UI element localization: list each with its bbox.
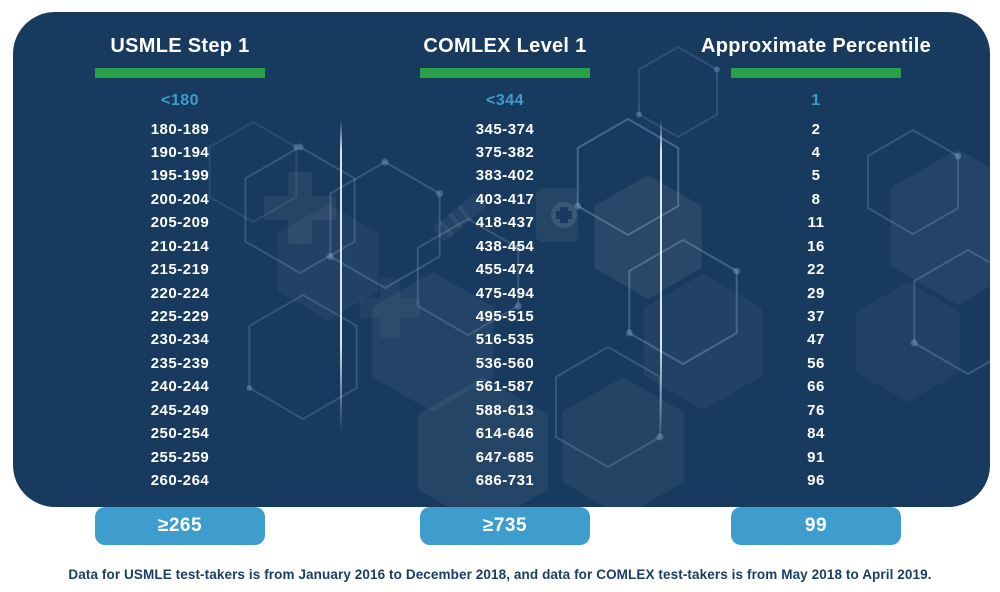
column-3: Approximate Percentile 1 2 4 5 8 11 16 22 29 37 47 5…: [656, 34, 976, 493]
table-cell: 195-199: [150, 167, 210, 185]
table-cell: 16: [807, 237, 825, 255]
table-cell: 561-587: [475, 378, 535, 396]
table-cell: 455-474: [475, 261, 535, 279]
table-cell: 11: [807, 214, 825, 232]
score-table-card: USMLE Step 1 <180 180-189 190-194 195-199 200…: [13, 12, 990, 507]
column-divider-left: [340, 120, 342, 432]
table-cell: 37: [807, 308, 825, 325]
table-cell: 91: [807, 448, 825, 466]
table-cell: 383-402: [475, 167, 535, 185]
syringe-icon: [433, 193, 487, 241]
table-cell-highlight-top: <344: [485, 92, 525, 109]
bottom-highlight-box: ≥265: [95, 507, 265, 545]
column-2: COMLEX Level 1 <344 345-374 375-382 383-402 4…: [345, 34, 665, 493]
column-header: USMLE Step 1: [110, 35, 250, 57]
column-header: COMLEX Level 1: [423, 35, 587, 57]
table-cell: 22: [807, 261, 825, 279]
table-cell: 190-194: [150, 143, 210, 161]
hexagon-pattern-background: [208, 45, 990, 507]
table-cell: 375-382: [475, 143, 535, 161]
table-cell: 235-239: [150, 354, 210, 372]
table-cell-highlight-top: <180: [160, 92, 200, 109]
table-cell: 240-244: [150, 378, 210, 396]
table-cell: 418-437: [475, 214, 535, 232]
table-cell-highlight-top: 1: [811, 92, 821, 109]
table-cell: 475-494: [475, 284, 535, 302]
header-underline-bar: [95, 68, 265, 78]
medical-cross-icon: [264, 172, 420, 338]
table-cell: 255-259: [150, 448, 210, 466]
first-aid-kit-icon: [536, 188, 578, 242]
bottom-highlight-box: ≥735: [420, 507, 590, 545]
table-cell: 84: [807, 425, 825, 443]
table-cell: 588-613: [475, 401, 535, 419]
table-cell: 8: [811, 190, 821, 208]
column-header: Approximate Percentile: [700, 35, 931, 57]
table-cell: 56: [807, 354, 825, 372]
table-cell: 245-249: [150, 401, 210, 419]
bottom-highlight-box: 99: [731, 507, 901, 545]
table-cell: 250-254: [150, 425, 210, 443]
table-cell: 614-646: [475, 425, 535, 443]
table-cell: 516-535: [475, 331, 535, 349]
table-cell: 345-374: [475, 120, 535, 138]
table-cell: 225-229: [150, 308, 210, 325]
table-cell: 536-560: [475, 354, 535, 372]
table-cell: 200-204: [150, 190, 210, 208]
header-underline-bar: [731, 68, 901, 78]
table-cell: 66: [807, 378, 825, 396]
table-cell: 96: [807, 472, 825, 490]
table-cell: 686-731: [475, 472, 535, 490]
table-cell: 215-219: [150, 261, 210, 279]
table-cell: 647-685: [475, 448, 535, 466]
table-cell: 260-264: [150, 472, 210, 490]
column-divider-right: [660, 120, 662, 432]
footnote: Data for USMLE test-takers is from Janua…: [68, 567, 932, 582]
header-underline-bar: [420, 68, 590, 78]
table-cell: 76: [807, 401, 825, 419]
table-cell: 210-214: [150, 237, 210, 255]
table-cell: 230-234: [150, 331, 210, 349]
table-cell: 4: [811, 143, 821, 161]
table-cell: 403-417: [475, 190, 535, 208]
table-cell: 5: [811, 167, 821, 185]
table-cell: 220-224: [150, 284, 210, 302]
table-cell: 438-454: [475, 237, 535, 255]
table-cell: 495-515: [475, 308, 535, 325]
table-cell: 2: [811, 120, 821, 138]
table-cell: 47: [807, 331, 825, 349]
table-cell: 180-189: [150, 120, 210, 138]
table-cell: 205-209: [150, 214, 210, 232]
column-1: USMLE Step 1 <180 180-189 190-194 195-199 200…: [20, 34, 340, 493]
table-cell: 29: [807, 284, 825, 302]
